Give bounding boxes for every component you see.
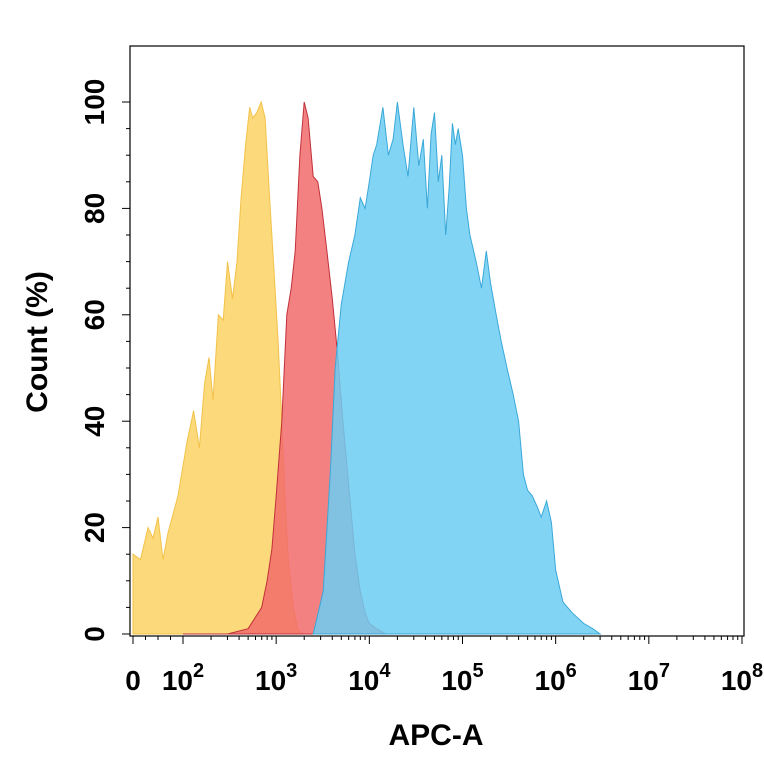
x-tick-label: 108 (721, 660, 763, 696)
x-tick-label: 102 (162, 660, 204, 696)
series-layer (132, 100, 602, 635)
series-3-area (312, 101, 602, 635)
y-axis: 0 20 40 60 80 100 (79, 79, 130, 642)
y-axis-title: Count (%) (21, 271, 54, 413)
x-tick-label: 107 (628, 660, 670, 696)
y-tick-label: 20 (79, 512, 110, 543)
x-tick-label: 106 (535, 660, 577, 696)
y-tick-label: 80 (79, 193, 110, 224)
y-tick-label: 0 (79, 626, 110, 642)
y-tick-label: 40 (79, 406, 110, 437)
y-tick-label: 60 (79, 299, 110, 330)
x-tick-label: 104 (348, 660, 391, 696)
y-tick-label: 100 (79, 79, 110, 126)
x-axis: 0 102 103 104 105 106 107 108 (125, 636, 763, 696)
x-tick-label: 103 (255, 660, 297, 696)
x-tick-label: 0 (125, 665, 141, 696)
x-axis-title: APC-A (389, 719, 484, 752)
x-tick-label: 105 (441, 660, 483, 696)
